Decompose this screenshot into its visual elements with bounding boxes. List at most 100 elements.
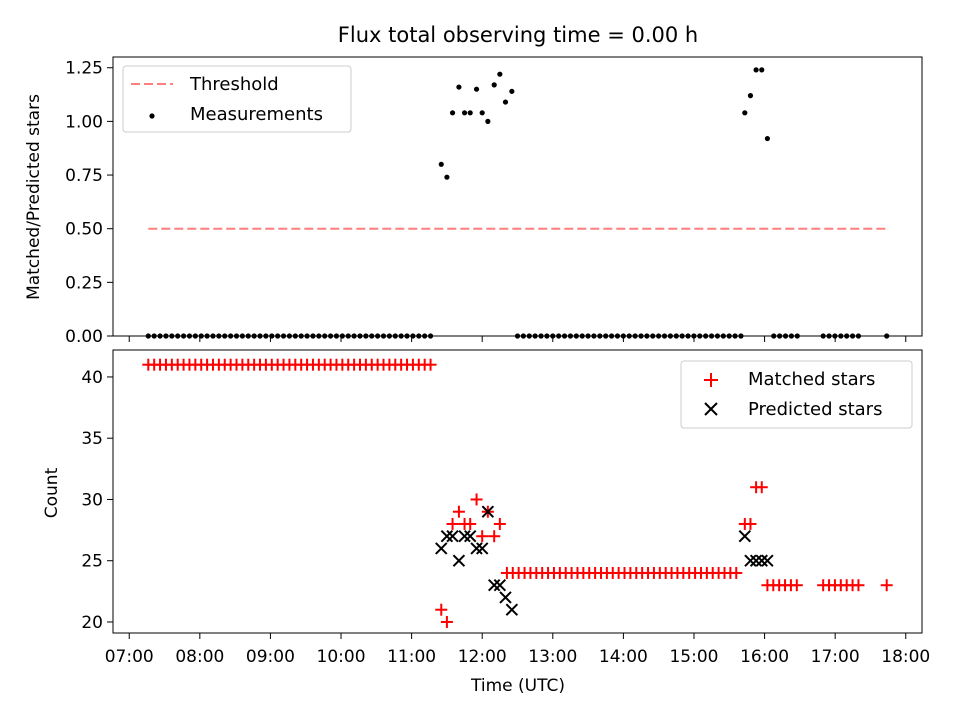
predicted-star-point: [452, 554, 466, 567]
legend-measurements-label: Measurements: [190, 104, 323, 125]
measurement-point: [473, 86, 480, 92]
legend-predicted-swatch: [704, 402, 718, 416]
cross-b: [744, 554, 757, 567]
top-legend: Threshold Measurements: [122, 65, 352, 133]
bottom-legend: Matched stars Predicted stars: [680, 360, 913, 429]
top-data-layer: [145, 67, 890, 339]
cross-b: [475, 542, 489, 555]
top-legend-box: [122, 65, 352, 133]
bottom-y-tick-label: 40: [81, 368, 103, 388]
cross-b: [440, 530, 454, 543]
matched-star-point: [464, 517, 477, 530]
predicted-star-point: [761, 554, 774, 567]
x-tick-label: 10:00: [317, 647, 366, 667]
x-tick-label: 17:00: [811, 647, 860, 667]
top-axis-ticks: 0.00 0.25 0.50 0.75 1.00 1.25: [65, 59, 907, 347]
bottom-legend-box: [680, 360, 913, 429]
top-y-tick-label: 1.00: [65, 112, 103, 132]
x-tick-label: 11:00: [387, 647, 436, 667]
bottom-data-layer: [142, 358, 893, 628]
predicted-star-point: [475, 542, 489, 555]
predicted-star-point: [458, 530, 471, 543]
matched-star-point: [435, 603, 448, 616]
matched-star-point: [488, 530, 501, 543]
legend-threshold-label: Threshold: [189, 74, 279, 95]
measurement-point: [747, 93, 754, 99]
cross-b: [458, 530, 471, 543]
cross-b: [493, 579, 507, 592]
bottom-plot-frame: [112, 349, 923, 634]
measurement-point: [479, 110, 485, 116]
x-tick-label: 08:00: [175, 647, 224, 667]
measurement-point: [491, 82, 497, 88]
bottom-y-tick-label: 30: [81, 490, 103, 510]
top-y-axis-label: Matched/Predicted stars: [24, 94, 44, 300]
cross-b: [463, 530, 477, 543]
predicted-star-point: [446, 530, 459, 543]
matched-star-point: [730, 566, 743, 579]
x-tick-label: 13:00: [528, 647, 577, 667]
bottom-y-axis-label: Count: [42, 467, 62, 518]
measurement-point: [456, 84, 462, 90]
x-tick-label: 18:00: [881, 647, 930, 667]
matched-star-point: [880, 579, 893, 592]
x-tick-label: 07:00: [105, 647, 154, 667]
predicted-star-point: [463, 530, 477, 543]
matched-star-point: [790, 579, 803, 592]
measurement-point: [449, 110, 456, 116]
x-tick-label: 15:00: [669, 647, 718, 667]
x-tick-label: 12:00: [458, 647, 507, 667]
matched-star-point: [424, 358, 437, 371]
predicted-star-point: [755, 554, 768, 567]
legend-measurements-swatch: [149, 113, 155, 119]
x-tick-label: 14:00: [599, 647, 648, 667]
measurement-point: [502, 99, 509, 105]
legend-matched-label: Matched stars: [748, 369, 875, 390]
measurement-point: [438, 161, 444, 167]
predicted-star-point: [505, 603, 519, 616]
top-panel: 0.00 0.25 0.50 0.75 1.00 1.25 Matched/Predict…: [24, 56, 923, 347]
matched-star-point: [493, 517, 506, 530]
predicted-star-point: [499, 591, 512, 604]
cross-b: [481, 505, 495, 518]
x-tick-label: 09:00: [246, 647, 295, 667]
matched-star-point: [440, 615, 453, 628]
matched-star-point: [452, 505, 465, 518]
bottom-y-tick-label: 25: [81, 552, 103, 572]
predicted-star-point: [493, 579, 507, 592]
top-y-tick-label: 0.50: [65, 220, 103, 240]
cross-b: [505, 603, 519, 616]
measurement-point: [444, 174, 450, 180]
predicted-star-point: [440, 530, 454, 543]
bottom-y-tick-label: 20: [81, 613, 103, 633]
legend-matched-swatch: [704, 373, 718, 387]
measurement-point: [467, 110, 473, 116]
top-y-tick-label: 0.00: [65, 327, 103, 347]
measurement-point: [759, 67, 765, 73]
predicted-star-point: [487, 579, 501, 592]
matched-star-point: [476, 530, 489, 543]
cross-b: [761, 554, 774, 567]
predicted-star-point: [435, 542, 448, 555]
top-y-tick-label: 1.25: [65, 59, 103, 79]
matched-star-point: [852, 579, 865, 592]
matched-star-point: [470, 493, 483, 506]
cross-b: [435, 542, 448, 555]
matched-star-point: [744, 517, 757, 530]
cross-b: [499, 591, 512, 604]
x-axis-label: Time (UTC): [470, 676, 565, 696]
measurement-point: [764, 135, 771, 142]
cross-b: [738, 530, 752, 543]
cross-b: [755, 554, 768, 567]
predicted-star-point: [470, 542, 483, 555]
predicted-star-point: [749, 554, 763, 567]
chart-title: Flux total observing time = 0.00 h: [338, 23, 698, 47]
predicted-star-point: [744, 554, 757, 567]
cross-b: [487, 579, 501, 592]
measurement-point: [509, 88, 515, 94]
cross-b: [470, 542, 483, 555]
top-plot-frame: [112, 56, 923, 337]
bottom-panel: 20 25 30 35 40 07:00 08:00 09:00 10:00 11:00 12:00…: [42, 349, 930, 696]
cross-b: [446, 530, 459, 543]
